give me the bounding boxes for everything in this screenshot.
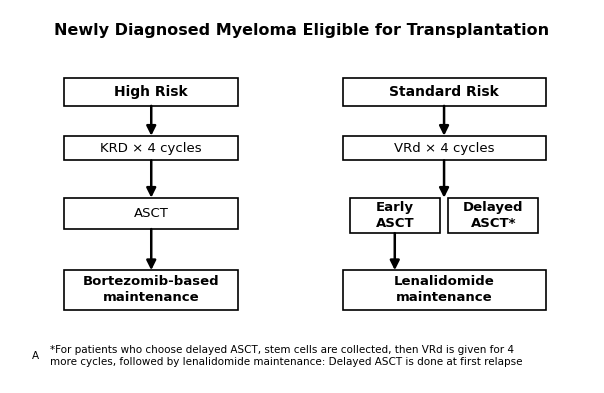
Text: Delayed
ASCT*: Delayed ASCT* xyxy=(463,201,524,230)
FancyBboxPatch shape xyxy=(448,198,538,233)
FancyBboxPatch shape xyxy=(342,270,545,310)
Text: KRD × 4 cycles: KRD × 4 cycles xyxy=(100,141,202,154)
Text: A: A xyxy=(33,351,39,361)
Text: ASCT: ASCT xyxy=(134,207,169,220)
Text: Bortezomib-based
maintenance: Bortezomib-based maintenance xyxy=(83,275,220,305)
Text: High Risk: High Risk xyxy=(114,85,188,99)
Text: Standard Risk: Standard Risk xyxy=(389,85,499,99)
FancyBboxPatch shape xyxy=(64,198,238,229)
FancyBboxPatch shape xyxy=(64,136,238,160)
Text: *For patients who choose delayed ASCT, stem cells are collected, then VRd is giv: *For patients who choose delayed ASCT, s… xyxy=(50,345,514,354)
FancyBboxPatch shape xyxy=(64,270,238,310)
Text: VRd × 4 cycles: VRd × 4 cycles xyxy=(394,141,494,154)
Text: Early
ASCT: Early ASCT xyxy=(376,201,414,230)
FancyBboxPatch shape xyxy=(342,136,545,160)
FancyBboxPatch shape xyxy=(350,198,440,233)
Text: Newly Diagnosed Myeloma Eligible for Transplantation: Newly Diagnosed Myeloma Eligible for Tra… xyxy=(54,23,550,38)
FancyBboxPatch shape xyxy=(342,78,545,106)
FancyBboxPatch shape xyxy=(64,78,238,106)
Text: Lenalidomide
maintenance: Lenalidomide maintenance xyxy=(394,275,495,305)
Text: more cycles, followed by lenalidomide maintenance: Delayed ASCT is done at first: more cycles, followed by lenalidomide ma… xyxy=(50,356,522,367)
